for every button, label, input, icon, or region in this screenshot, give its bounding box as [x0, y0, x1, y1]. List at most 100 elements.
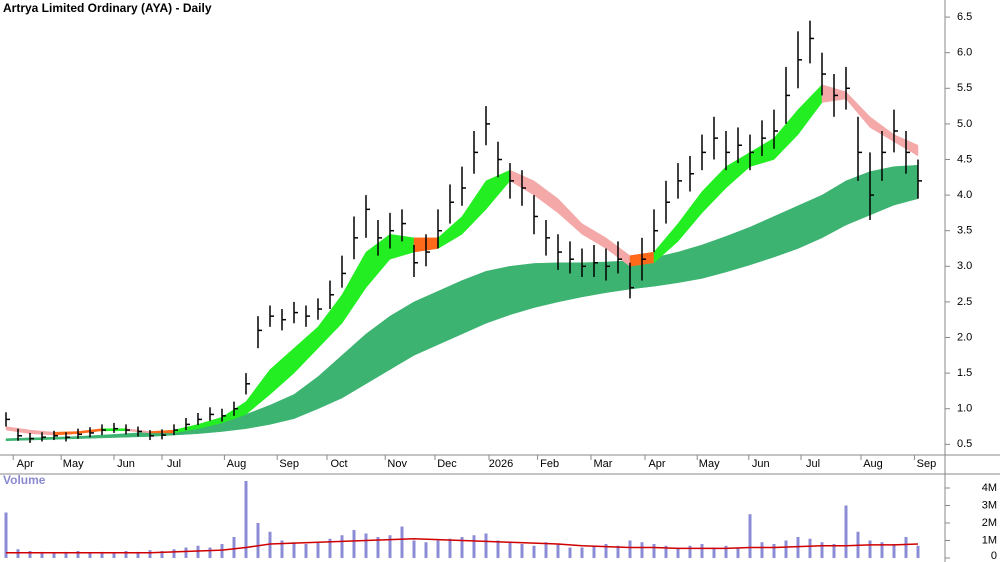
volume-bar [364, 533, 368, 558]
volume-bar [220, 544, 224, 558]
y-tick-label: 1M [982, 534, 997, 546]
band-segment [509, 263, 535, 316]
volume-bar [748, 514, 752, 558]
volume-bar [28, 551, 32, 558]
volume-bar [100, 551, 104, 558]
volume-bar [40, 551, 44, 558]
volume-bar [868, 540, 872, 558]
volume-bar [592, 545, 596, 558]
chart-title: Artrya Limited Ordinary (AYA) - Daily [3, 1, 212, 15]
band-segment [461, 270, 487, 335]
y-tick-label: 3.5 [957, 225, 972, 237]
x-tick-label: Jul [806, 458, 820, 470]
x-tick-label: May [699, 458, 720, 470]
volume-bar [904, 537, 908, 558]
volume-bar [568, 547, 572, 558]
volume-bar [712, 547, 716, 558]
volume-bar [352, 530, 356, 558]
volume-bar [160, 551, 164, 558]
band-segment [533, 262, 559, 308]
volume-bar [124, 551, 128, 558]
volume-bar [76, 551, 80, 558]
volume-bar [724, 545, 728, 558]
volume-bar [652, 544, 656, 558]
volume-bar [448, 538, 452, 558]
volume-bar [664, 545, 668, 558]
y-tick-label: 6.0 [957, 47, 972, 59]
y-tick-label: 2M [982, 517, 997, 529]
volume-bar [616, 545, 620, 558]
y-tick-label: 4M [982, 482, 997, 494]
volume-bar [532, 545, 536, 558]
volume-bar [244, 481, 248, 558]
volume-bar [520, 544, 524, 558]
y-tick-label: 1.5 [957, 367, 972, 379]
volume-bar [400, 526, 404, 558]
x-tick-label: Jun [117, 458, 135, 470]
volume-bar [784, 540, 788, 558]
volume-bar [148, 550, 152, 558]
volume-bar [472, 535, 476, 558]
volume-bar [232, 537, 236, 558]
x-tick-label: Jul [167, 458, 181, 470]
x-tick-label: Sep [279, 458, 299, 470]
volume-bar [844, 505, 848, 558]
y-tick-label: 5.0 [957, 118, 972, 130]
x-tick-label: Nov [387, 458, 407, 470]
volume-bar [52, 552, 56, 558]
volume-bar [760, 542, 764, 558]
volume-bar [304, 544, 308, 558]
y-tick-label: 6.5 [957, 11, 972, 23]
y-tick-label: 1.0 [957, 403, 972, 415]
x-tick-label: May [63, 458, 84, 470]
volume-bar [268, 531, 272, 558]
volume-bar [424, 542, 428, 558]
volume-bar [280, 540, 284, 558]
volume-bar [880, 542, 884, 558]
volume-title: Volume [3, 473, 46, 487]
volume-bar [544, 542, 548, 558]
volume-bar [388, 535, 392, 558]
volume-bar [640, 542, 644, 558]
volume-bar [376, 537, 380, 558]
volume-bar [892, 544, 896, 558]
volume-bar [736, 547, 740, 558]
volume-bar [628, 540, 632, 558]
volume-bar [4, 512, 8, 558]
band-segment [485, 265, 511, 324]
volume-bar [580, 547, 584, 558]
volume-bar [16, 549, 20, 558]
band-segment [413, 290, 439, 356]
volume-bar [820, 542, 824, 558]
volume-average [6, 537, 919, 554]
y-tick-label: 3M [982, 499, 997, 511]
plot-layer [4, 20, 922, 558]
volume-bar [256, 523, 260, 558]
x-tick-label: Apr [17, 458, 34, 470]
y-tick-label: 4.5 [957, 153, 972, 165]
volume-bar [832, 544, 836, 558]
band-segment [437, 280, 463, 346]
x-tick-label: Sep [917, 458, 937, 470]
volume-bar [688, 545, 692, 558]
x-tick-label: Apr [648, 458, 665, 470]
y-tick-label: 3.0 [957, 260, 972, 272]
volume-bar [88, 552, 92, 558]
volume-bar [184, 547, 188, 558]
volume-bar [808, 538, 812, 558]
volume-bar [700, 544, 704, 558]
x-tick-label: Aug [227, 458, 247, 470]
x-tick-label: Oct [330, 458, 347, 470]
volume-bar [316, 542, 320, 558]
volume-bar [484, 533, 488, 558]
volume-bar [676, 547, 680, 558]
x-tick-label: Jun [752, 458, 770, 470]
volume-bar [556, 544, 560, 558]
volume-bar [208, 547, 212, 558]
volume-bar [460, 537, 464, 558]
volume-bar [292, 542, 296, 558]
x-tick-label: 2026 [489, 458, 513, 470]
y-tick-label: 2.0 [957, 331, 972, 343]
x-tick-label: Dec [437, 458, 457, 470]
